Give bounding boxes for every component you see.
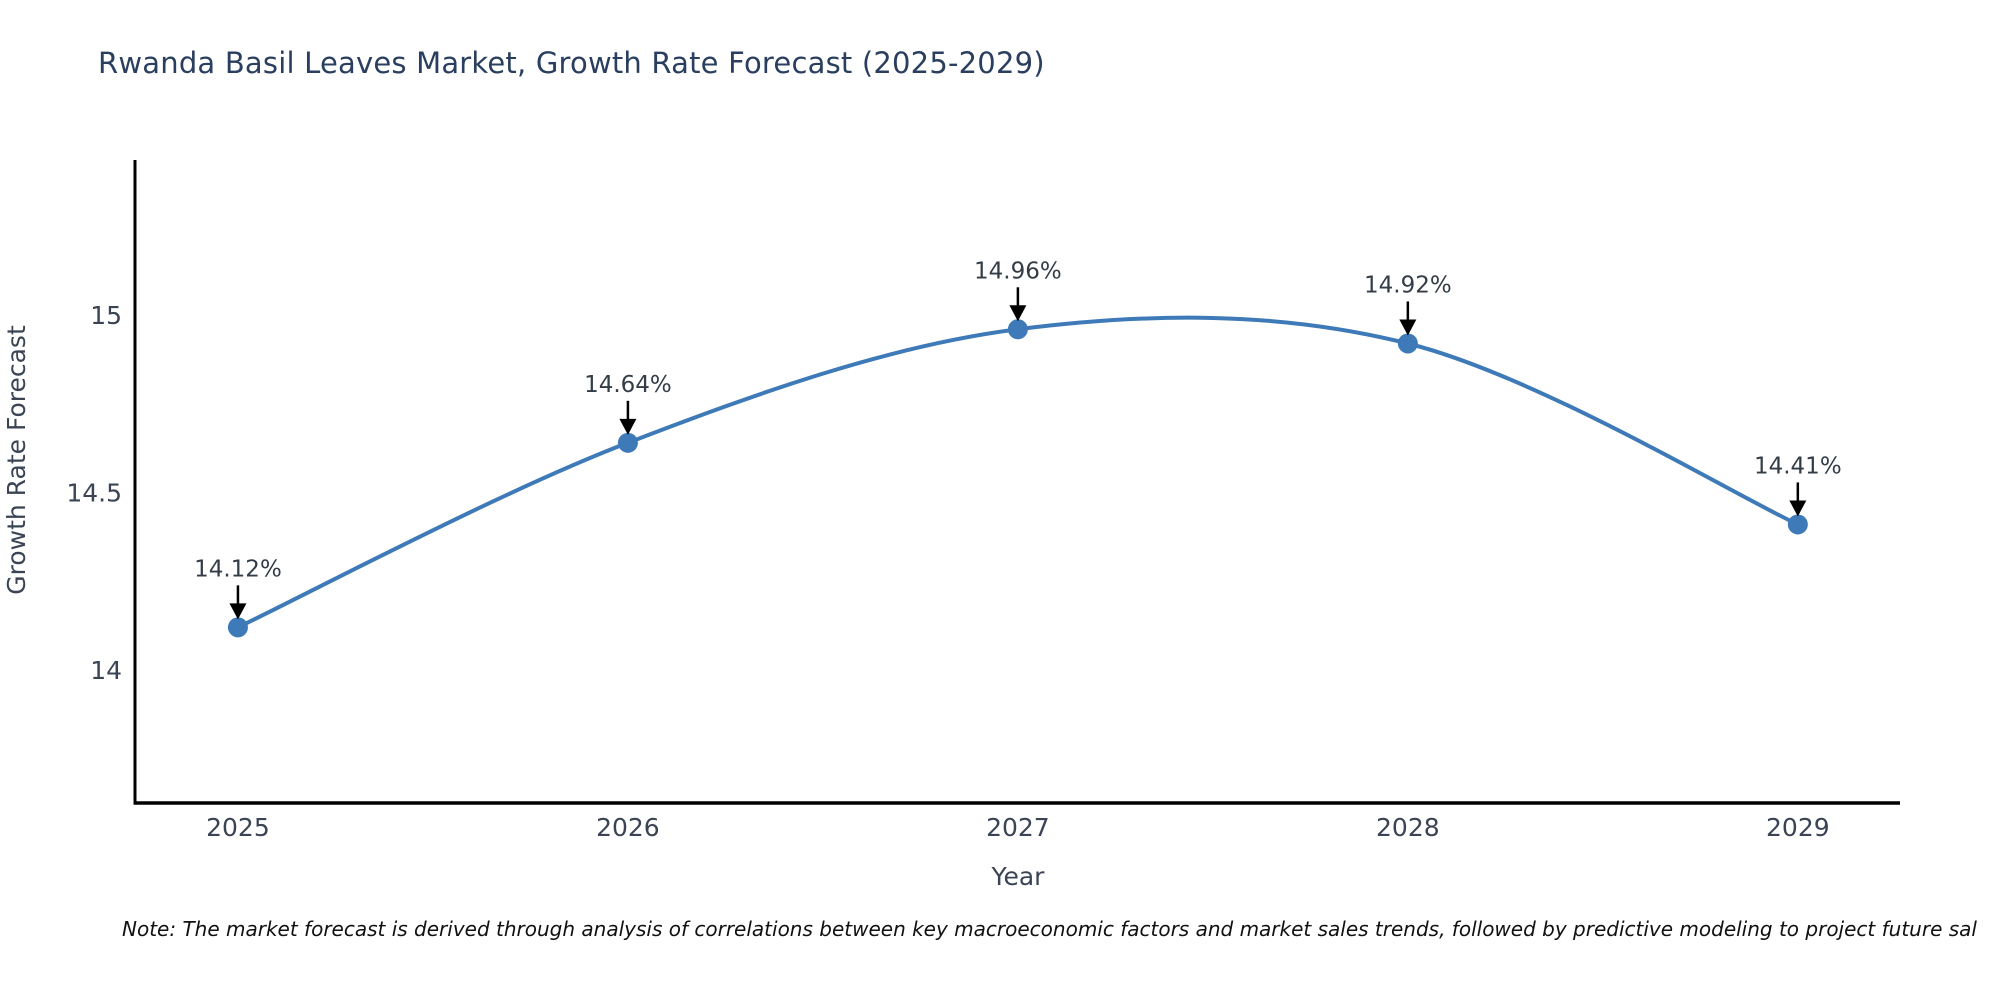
annotation-label: 14.41% <box>1754 453 1842 479</box>
chart-title: Rwanda Basil Leaves Market, Growth Rate … <box>98 46 1045 80</box>
data-point-2029 <box>1787 514 1808 535</box>
y-tick-label: 14 <box>90 656 122 685</box>
footnote: Note: The market forecast is derived thr… <box>122 917 1977 941</box>
data-point-2027 <box>1007 319 1028 340</box>
x-axis-title: Year <box>991 862 1046 891</box>
data-point-2026 <box>617 432 638 453</box>
forecast-line <box>236 315 1800 630</box>
annotation-label: 14.92% <box>1364 272 1452 298</box>
annotation-arrow-head <box>1009 305 1027 322</box>
annotation-arrow-head <box>1399 319 1417 336</box>
y-tick-label: 14.5 <box>66 479 122 508</box>
x-tick-label: 2029 <box>1766 813 1830 842</box>
x-tick-label: 2026 <box>596 813 660 842</box>
annotation-label: 14.12% <box>194 556 282 582</box>
data-point-2028 <box>1397 333 1418 354</box>
annotation-arrow-head <box>1789 500 1807 517</box>
annotation-arrow-head <box>229 603 247 620</box>
y-axis-title: Growth Rate Forecast <box>2 325 31 595</box>
y-tick-label: 15 <box>90 301 122 330</box>
x-tick-label: 2027 <box>986 813 1050 842</box>
annotation-label: 14.96% <box>974 258 1062 284</box>
x-tick-label: 2025 <box>206 813 270 842</box>
x-tick-label: 2028 <box>1376 813 1440 842</box>
annotation-arrow-head <box>619 418 637 435</box>
annotation-label: 14.64% <box>584 372 672 398</box>
data-point-2025 <box>227 617 248 638</box>
